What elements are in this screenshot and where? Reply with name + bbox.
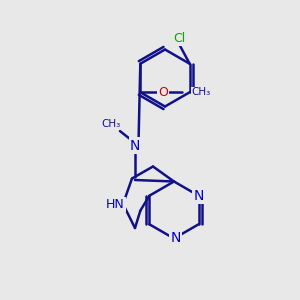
Text: N: N bbox=[130, 139, 140, 152]
Text: N: N bbox=[170, 232, 181, 245]
Text: Cl: Cl bbox=[173, 32, 185, 45]
Text: CH₃: CH₃ bbox=[191, 87, 211, 97]
Text: HN: HN bbox=[106, 197, 125, 211]
Text: CH₃: CH₃ bbox=[101, 119, 121, 129]
Text: N: N bbox=[194, 189, 204, 203]
Text: O: O bbox=[158, 86, 168, 99]
